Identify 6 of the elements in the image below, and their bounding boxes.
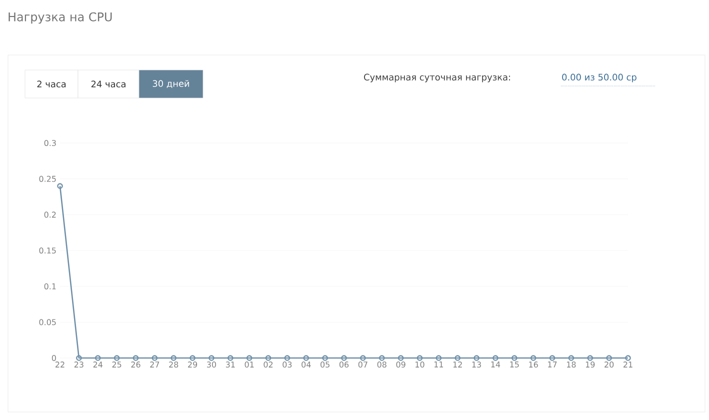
chart-title: Нагрузка на CPU (8, 12, 112, 24)
text: 2 часа (37, 80, 66, 88)
text: Суммарная суточная нагрузка: (364, 74, 510, 82)
text: 30 дней (152, 80, 190, 88)
text: 24 часа (91, 80, 126, 88)
text: 0.00 из 50.00 ср (562, 74, 636, 82)
